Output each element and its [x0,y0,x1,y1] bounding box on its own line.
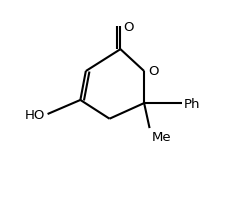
Text: Me: Me [151,131,171,144]
Text: Ph: Ph [184,97,201,110]
Text: O: O [123,21,134,34]
Text: HO: HO [25,108,45,121]
Text: O: O [149,64,159,77]
